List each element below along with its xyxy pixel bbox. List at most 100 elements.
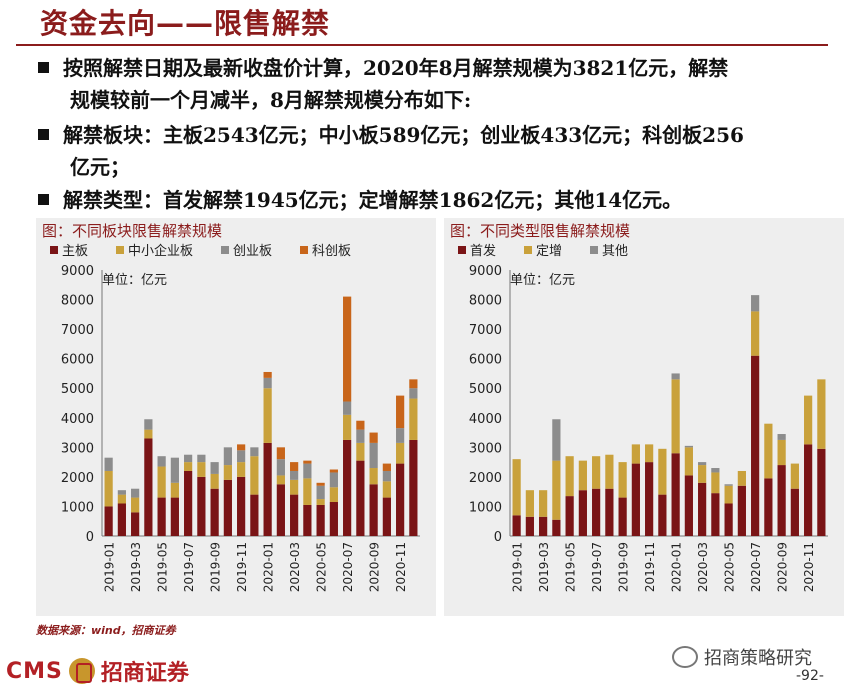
- y-tick-label: 3000: [61, 441, 94, 456]
- x-tick-label: 2020-01: [670, 542, 684, 592]
- x-tick-label: 2019-11: [235, 542, 249, 592]
- y-tick-label: 9000: [469, 264, 502, 279]
- x-tick-label: 2020-07: [341, 542, 355, 592]
- bar-segment: [197, 476, 206, 536]
- bar-segment: [316, 482, 325, 486]
- bar-segment: [329, 472, 338, 488]
- y-tick-label: 3000: [469, 441, 502, 456]
- bar-segment: [157, 456, 166, 467]
- bar-segment: [144, 419, 153, 430]
- bar-segment: [144, 438, 153, 536]
- bar-segment: [396, 442, 405, 464]
- chart-title: 图：不同板块限售解禁规模: [42, 222, 222, 240]
- bar-segment: [698, 482, 707, 536]
- bar-segment: [804, 395, 813, 445]
- x-tick-label: 2019-07: [182, 542, 196, 592]
- bar-segment: [263, 442, 272, 536]
- bar-segment: [131, 512, 140, 536]
- bar-segment: [369, 468, 378, 485]
- bar-segment: [157, 497, 166, 536]
- bullet-text: 解禁板块：主板2543亿元；中小板589亿元；创业板433亿元；科创板256: [63, 123, 744, 147]
- bar-segment: [618, 462, 627, 498]
- legend-label: 其他: [602, 244, 628, 259]
- bar-segment: [104, 457, 113, 471]
- legend-swatch: [50, 246, 58, 254]
- bar-segment: [698, 462, 707, 466]
- logo-name-text: 招商证券: [100, 661, 189, 686]
- wechat-account: 招商策略研究: [672, 644, 812, 670]
- x-tick-label: 2019-05: [156, 542, 170, 592]
- wechat-name: 招商策略研究: [704, 648, 812, 669]
- bar-segment: [343, 414, 352, 440]
- bullet-text-continued: 亿元；: [70, 155, 130, 179]
- bar-segment: [737, 470, 746, 486]
- bar-segment: [671, 379, 680, 454]
- bar-segment: [724, 485, 733, 504]
- bar-segment: [276, 447, 285, 460]
- y-tick-label: 2000: [469, 471, 502, 486]
- bar-segment: [329, 487, 338, 503]
- bar-segment: [790, 463, 799, 489]
- bullet-item: 解禁板块：主板2543亿元；中小板589亿元；创业板433亿元；科创板256 亿…: [38, 119, 838, 183]
- bar-segment: [157, 466, 166, 498]
- wechat-icon: [672, 646, 698, 668]
- y-tick-label: 6000: [61, 353, 94, 368]
- bar-segment: [316, 504, 325, 536]
- bar-segment: [170, 497, 179, 536]
- bar-segment: [276, 484, 285, 536]
- x-tick-label: 2020-09: [776, 542, 790, 592]
- bar-segment: [396, 428, 405, 443]
- bar-segment: [777, 439, 786, 466]
- bar-segment: [578, 490, 587, 536]
- bar-segment: [605, 454, 614, 489]
- bullet-text-continued: 规模较前一个月减半，8月解禁规模分布如下:: [70, 88, 472, 112]
- y-tick-label: 8000: [61, 294, 94, 309]
- bar-segment: [684, 445, 693, 448]
- bar-segment: [790, 488, 799, 536]
- legend-label: 主板: [62, 244, 88, 259]
- legend-label: 首发: [470, 243, 496, 259]
- bar-segment: [396, 395, 405, 429]
- bar-segment: [658, 448, 667, 495]
- bar-segment: [369, 442, 378, 469]
- legend-label: 科创板: [312, 244, 351, 259]
- page-number: -92-: [796, 668, 824, 684]
- bar-segment: [382, 497, 391, 536]
- y-tick-label: 1000: [469, 500, 502, 515]
- x-tick-label: 2020-05: [315, 542, 329, 592]
- legend-swatch: [590, 246, 598, 254]
- chart-panel-board: 图：不同板块限售解禁规模 主板 中小企业板 创业板 科创板 单位：亿元 0 1000 2000 3…: [36, 218, 436, 616]
- legend-swatch: [300, 246, 308, 254]
- y-tick-label: 9000: [61, 264, 94, 279]
- bar-segment: [605, 488, 614, 536]
- x-tick-label: 2019-11: [643, 542, 657, 592]
- x-tick-label: 2020-11: [394, 542, 408, 592]
- bar-segment: [329, 469, 338, 473]
- bullet-square-icon: [38, 129, 49, 140]
- legend-swatch: [458, 246, 466, 254]
- unit-label: 单位：亿元: [510, 273, 575, 288]
- source-note: 数据来源：wind，招商证券: [36, 624, 176, 637]
- bar-segment: [210, 462, 219, 474]
- logo-cms-text: CMS: [6, 658, 63, 684]
- bar-segment: [817, 379, 826, 449]
- bullet-square-icon: [38, 62, 49, 73]
- bar-segment: [210, 473, 219, 489]
- unit-label: 单位：亿元: [102, 273, 167, 288]
- bar-segment: [263, 377, 272, 389]
- x-tick-label: 2020-09: [368, 542, 382, 592]
- legend-swatch: [221, 246, 229, 254]
- bar-segment: [303, 478, 312, 505]
- bullet-item: 解禁类型：首发解禁1945亿元；定增解禁1862亿元；其他14亿元。: [38, 184, 838, 216]
- bar-segment: [184, 454, 193, 463]
- bar-segment: [303, 463, 312, 479]
- y-tick-label: 5000: [61, 382, 94, 397]
- bar-segment: [711, 493, 720, 536]
- y-tick-label: 7000: [469, 323, 502, 338]
- x-tick-label: 2019-09: [209, 542, 223, 592]
- bar-segment: [303, 460, 312, 464]
- legend-swatch: [116, 246, 124, 254]
- bullet-text: 按照解禁日期及最新收盘价计算，2020年8月解禁规模为3821亿元，解禁: [63, 56, 729, 80]
- bar-segment: [250, 447, 259, 457]
- bar-segment: [409, 439, 418, 536]
